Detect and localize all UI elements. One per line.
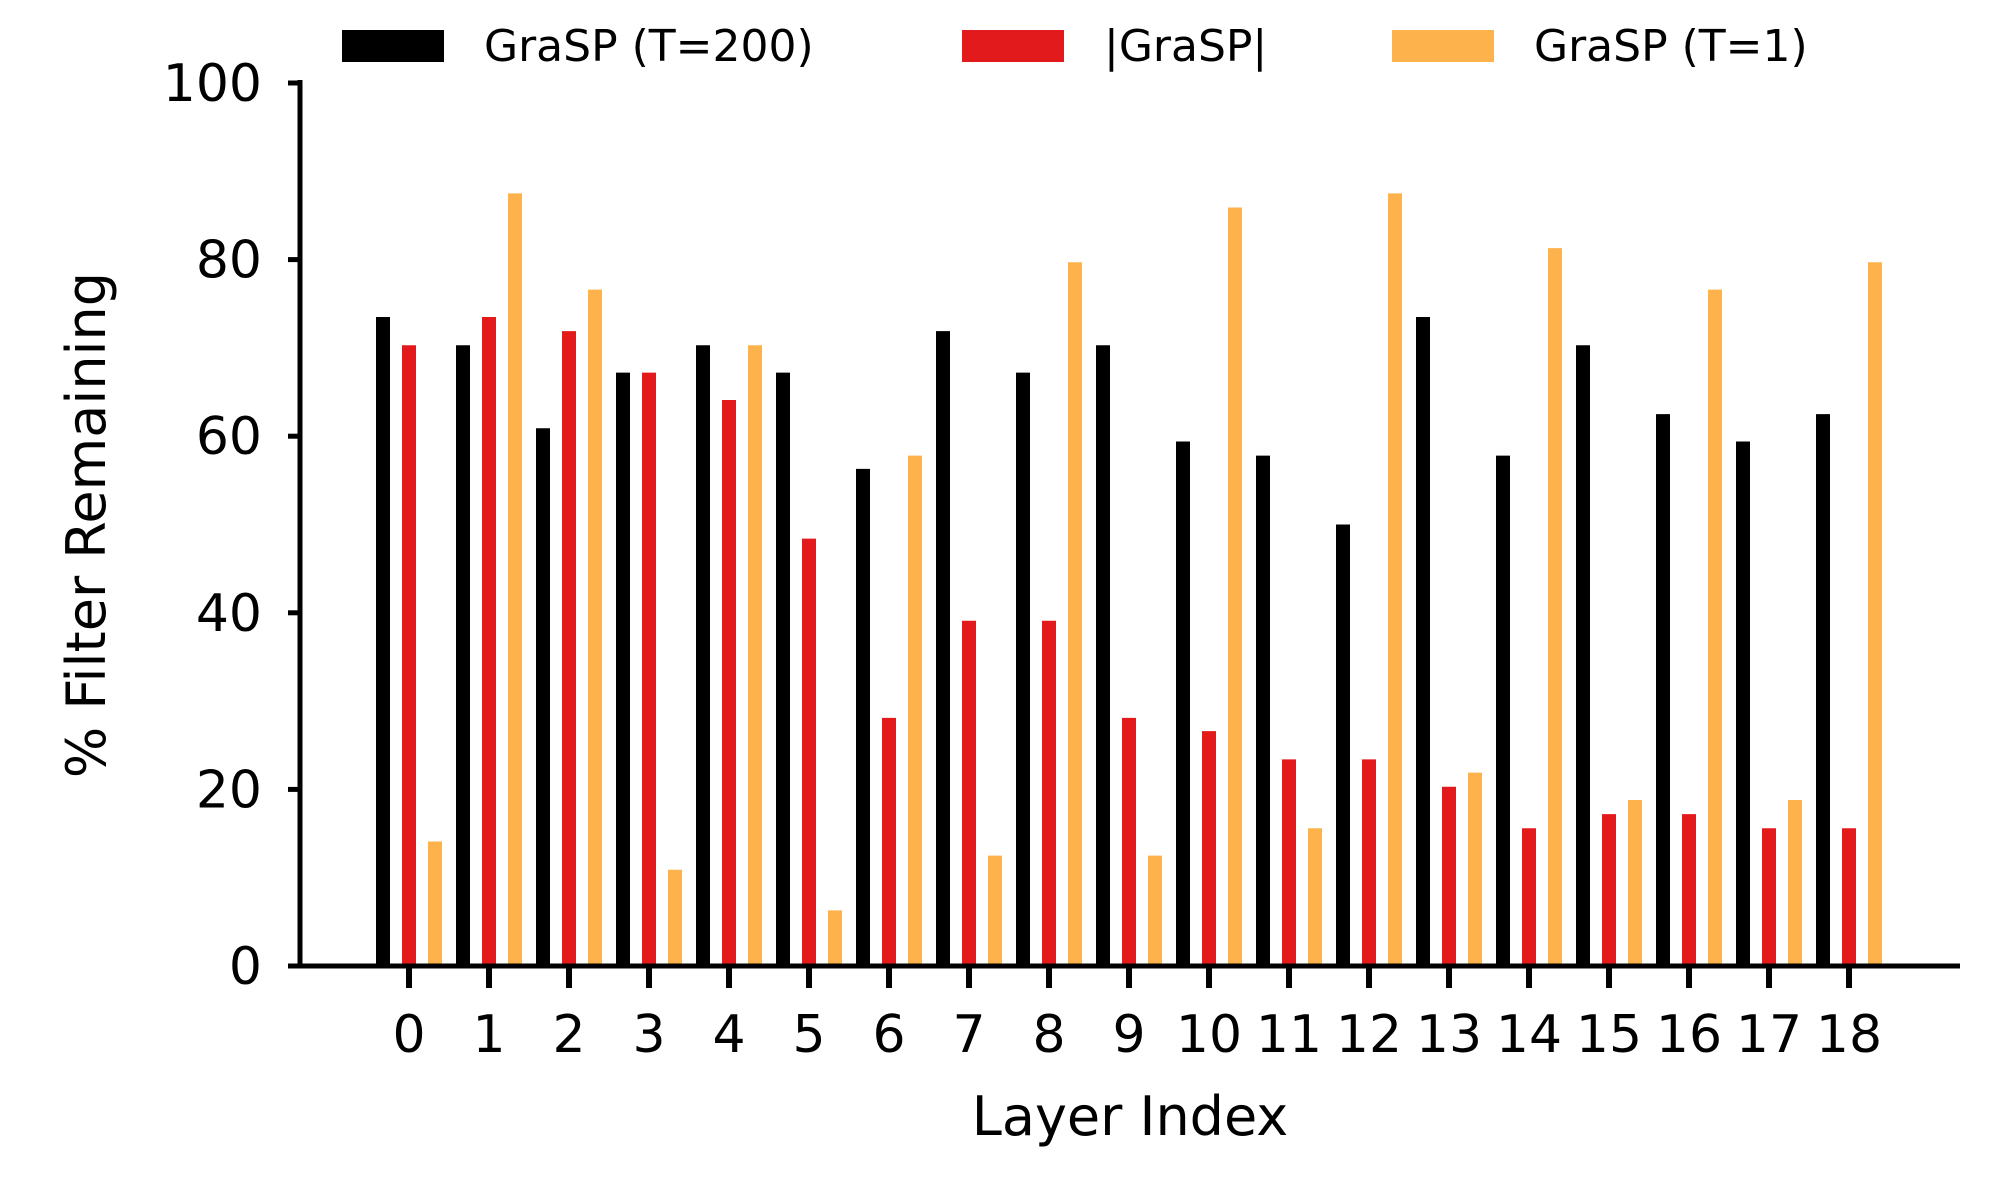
bar-series-0-layer-8 bbox=[1016, 372, 1030, 966]
x-tick-label: 4 bbox=[712, 1005, 745, 1065]
bar-series-1-layer-15 bbox=[1602, 814, 1616, 966]
bar-series-2-layer-4 bbox=[748, 345, 762, 967]
bar-series-1-layer-5 bbox=[802, 538, 816, 966]
x-tick-label: 8 bbox=[1032, 1005, 1065, 1065]
bar-series-1-layer-12 bbox=[1362, 759, 1376, 966]
bar-series-1-layer-10 bbox=[1202, 731, 1216, 966]
bar-series-2-layer-5 bbox=[828, 910, 842, 966]
x-tick-label: 12 bbox=[1336, 1005, 1402, 1065]
bar-series-0-layer-3 bbox=[616, 372, 630, 966]
legend-swatch-0 bbox=[342, 30, 444, 62]
bar-series-2-layer-14 bbox=[1548, 248, 1562, 967]
bar-series-1-layer-4 bbox=[722, 399, 736, 966]
y-axis-title: % Filter Remaining bbox=[55, 272, 118, 778]
x-tick-label: 3 bbox=[632, 1005, 665, 1065]
x-tick-label: 14 bbox=[1496, 1005, 1562, 1065]
bar-series-0-layer-15 bbox=[1576, 345, 1590, 967]
legend: GraSP (T=200) |GraSP| GraSP (T=1) bbox=[342, 21, 1808, 72]
y-tick-label: 0 bbox=[229, 937, 262, 997]
bar-series-0-layer-16 bbox=[1656, 414, 1670, 966]
x-tick-label: 15 bbox=[1576, 1005, 1642, 1065]
bar-series-2-layer-7 bbox=[988, 855, 1002, 966]
x-ticks: 0 1 2 3 4 5 6 7 8 9 10 11 12 13 14 15 16 17 18 bbox=[392, 966, 1882, 1065]
legend-label-2: GraSP (T=1) bbox=[1534, 21, 1808, 72]
bar-series-0-layer-7 bbox=[936, 331, 950, 966]
x-tick-label: 9 bbox=[1112, 1005, 1145, 1065]
bar-series-2-layer-8 bbox=[1068, 262, 1082, 966]
bars bbox=[376, 193, 1882, 967]
x-tick-label: 18 bbox=[1816, 1005, 1882, 1065]
bar-series-0-layer-11 bbox=[1256, 455, 1270, 966]
x-tick-label: 11 bbox=[1256, 1005, 1322, 1065]
legend-label-1: |GraSP| bbox=[1104, 21, 1267, 72]
bar-series-0-layer-4 bbox=[696, 345, 710, 967]
bar-series-0-layer-9 bbox=[1096, 345, 1110, 967]
x-tick-label: 0 bbox=[392, 1005, 425, 1065]
bar-series-1-layer-18 bbox=[1842, 828, 1856, 966]
bar-series-1-layer-2 bbox=[562, 331, 576, 966]
legend-label-0: GraSP (T=200) bbox=[484, 21, 814, 72]
bar-series-2-layer-10 bbox=[1228, 207, 1242, 967]
bar-series-0-layer-13 bbox=[1416, 316, 1430, 966]
bar-series-2-layer-3 bbox=[668, 869, 682, 966]
x-tick-label: 10 bbox=[1176, 1005, 1242, 1065]
x-tick-label: 2 bbox=[552, 1005, 585, 1065]
bar-series-2-layer-18 bbox=[1868, 262, 1882, 966]
x-tick-label: 13 bbox=[1416, 1005, 1482, 1065]
bar-series-1-layer-0 bbox=[402, 345, 416, 967]
bar-series-0-layer-6 bbox=[856, 468, 870, 966]
bar-series-0-layer-5 bbox=[776, 372, 790, 966]
x-axis-title: Layer Index bbox=[972, 1085, 1288, 1148]
y-tick-label: 100 bbox=[163, 54, 262, 114]
bar-series-2-layer-0 bbox=[428, 841, 442, 966]
bar-series-2-layer-15 bbox=[1628, 799, 1642, 966]
bar-series-1-layer-1 bbox=[482, 316, 496, 966]
x-tick-label: 6 bbox=[872, 1005, 905, 1065]
bar-series-1-layer-13 bbox=[1442, 786, 1456, 966]
bar-series-1-layer-11 bbox=[1282, 759, 1296, 966]
legend-swatch-2 bbox=[1392, 30, 1494, 62]
bar-series-2-layer-9 bbox=[1148, 855, 1162, 966]
bar-series-1-layer-14 bbox=[1522, 828, 1536, 966]
bar-series-2-layer-1 bbox=[508, 193, 522, 966]
bar-series-2-layer-2 bbox=[588, 289, 602, 966]
bar-series-0-layer-0 bbox=[376, 316, 390, 966]
x-tick-label: 16 bbox=[1656, 1005, 1722, 1065]
bar-series-1-layer-8 bbox=[1042, 620, 1056, 966]
bar-series-1-layer-16 bbox=[1682, 814, 1696, 966]
y-ticks: 0 20 40 60 80 100 bbox=[163, 54, 300, 997]
bar-series-2-layer-11 bbox=[1308, 828, 1322, 966]
bar-series-1-layer-7 bbox=[962, 620, 976, 966]
bar-series-0-layer-17 bbox=[1736, 441, 1750, 966]
x-tick-label: 7 bbox=[952, 1005, 985, 1065]
bar-series-2-layer-16 bbox=[1708, 289, 1722, 966]
y-tick-label: 80 bbox=[196, 231, 262, 291]
bar-series-0-layer-14 bbox=[1496, 455, 1510, 966]
legend-swatch-1 bbox=[962, 30, 1064, 62]
bar-series-0-layer-1 bbox=[456, 345, 470, 967]
bar-series-0-layer-18 bbox=[1816, 414, 1830, 966]
x-tick-label: 5 bbox=[792, 1005, 825, 1065]
x-tick-label: 1 bbox=[472, 1005, 505, 1065]
x-tick-label: 17 bbox=[1736, 1005, 1802, 1065]
bar-series-2-layer-6 bbox=[908, 455, 922, 966]
y-tick-label: 40 bbox=[196, 584, 262, 644]
bar-series-1-layer-6 bbox=[882, 717, 896, 966]
bar-series-1-layer-3 bbox=[642, 372, 656, 966]
bar-series-2-layer-17 bbox=[1788, 799, 1802, 966]
bar-series-1-layer-9 bbox=[1122, 717, 1136, 966]
y-tick-label: 20 bbox=[196, 760, 262, 820]
bar-series-0-layer-2 bbox=[536, 428, 550, 966]
y-tick-label: 60 bbox=[196, 407, 262, 467]
bar-series-0-layer-12 bbox=[1336, 524, 1350, 966]
bar-series-2-layer-13 bbox=[1468, 772, 1482, 966]
bar-series-0-layer-10 bbox=[1176, 441, 1190, 966]
bar-series-2-layer-12 bbox=[1388, 193, 1402, 966]
bar-series-1-layer-17 bbox=[1762, 828, 1776, 966]
